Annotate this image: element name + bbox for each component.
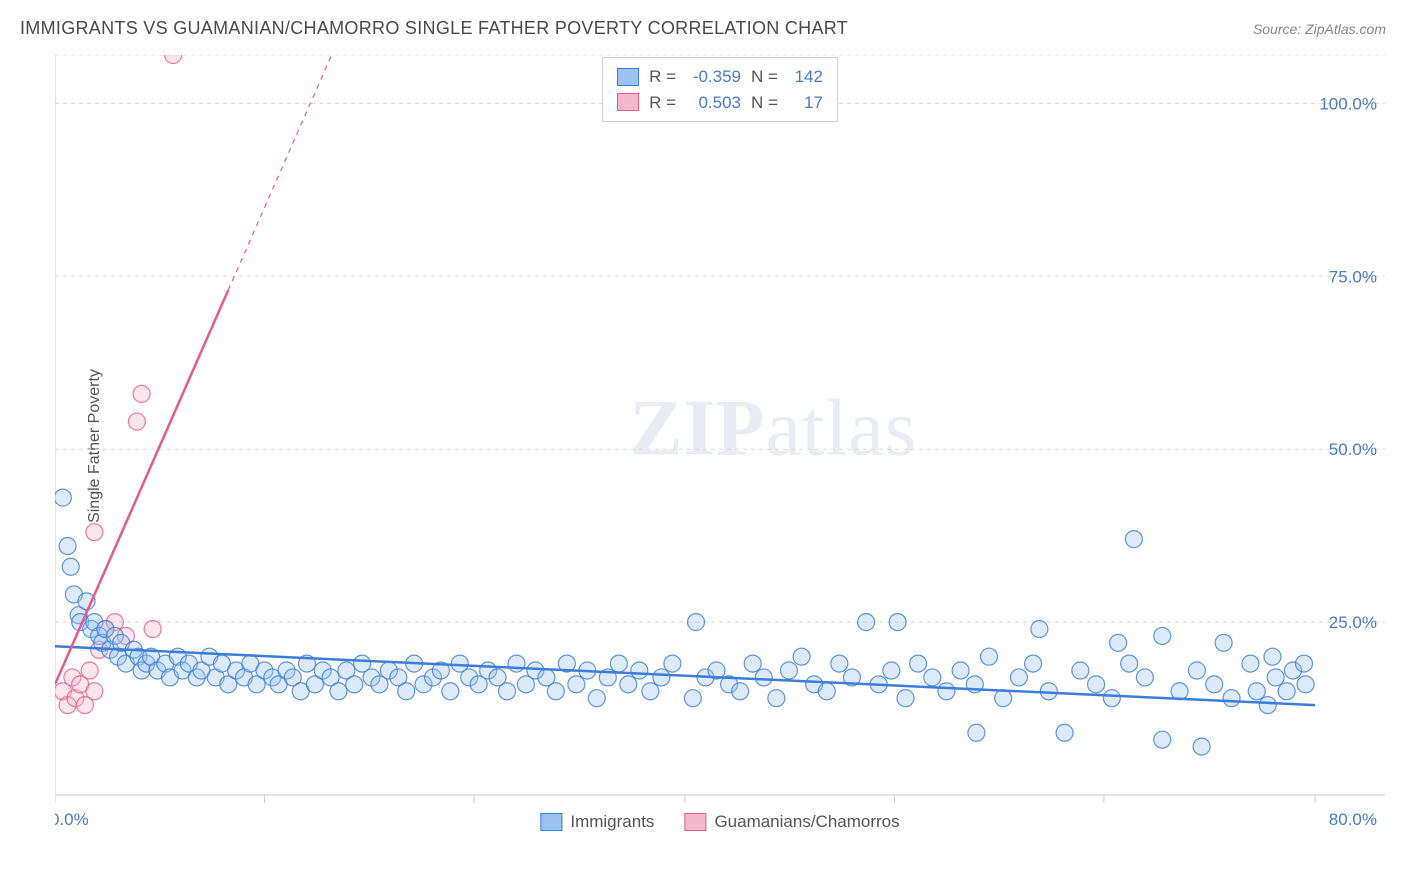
chart-header: IMMIGRANTS VS GUAMANIAN/CHAMORRO SINGLE … (20, 18, 1386, 39)
svg-text:75.0%: 75.0% (1329, 267, 1377, 286)
chart-title: IMMIGRANTS VS GUAMANIAN/CHAMORRO SINGLE … (20, 18, 848, 39)
stats-row-immigrants: R = -0.359 N = 142 (617, 64, 823, 90)
svg-text:25.0%: 25.0% (1329, 613, 1377, 632)
swatch-guamanians (684, 813, 706, 831)
svg-text:0.0%: 0.0% (55, 810, 89, 829)
swatch-immigrants (617, 68, 639, 86)
swatch-guamanians (617, 93, 639, 111)
stats-row-guamanians: R = 0.503 N = 17 (617, 90, 823, 116)
bottom-legend: Immigrants Guamanians/Chamorros (540, 812, 899, 832)
swatch-immigrants (540, 813, 562, 831)
correlation-stats-box: R = -0.359 N = 142 R = 0.503 N = 17 (602, 57, 838, 122)
legend-item-guamanians: Guamanians/Chamorros (684, 812, 899, 832)
svg-text:50.0%: 50.0% (1329, 440, 1377, 459)
legend-item-immigrants: Immigrants (540, 812, 654, 832)
source-attribution: Source: ZipAtlas.com (1253, 21, 1386, 37)
svg-text:80.0%: 80.0% (1329, 810, 1377, 829)
scatter-plot: 25.0% 50.0% 75.0% 100.0% 0.0% 80.0% (55, 55, 1385, 835)
chart-area: ZIPatlas 25.0%50.0%75.0%100.0%0.0%80.0% … (55, 55, 1385, 835)
svg-text:100.0%: 100.0% (1319, 94, 1377, 113)
